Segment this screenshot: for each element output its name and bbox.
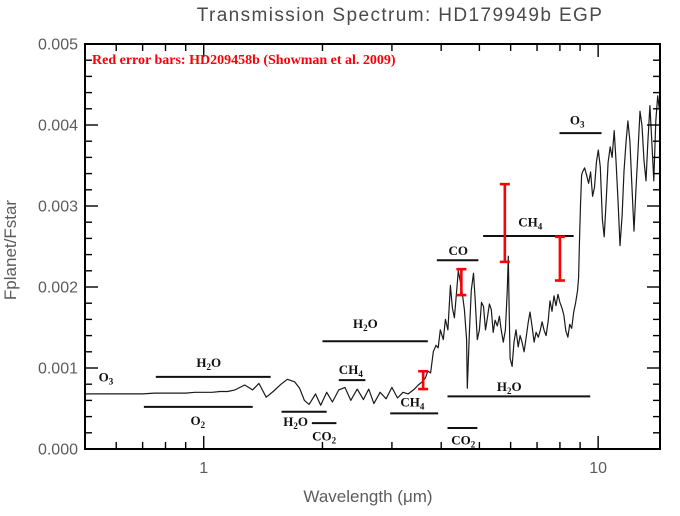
plot-title: Transmission Spectrum: HD179949b EGP	[197, 5, 604, 26]
feature-label-CO: CO	[449, 243, 469, 258]
legend-annotation: Red error bars: HD209458b (Showman et al…	[92, 53, 396, 68]
feature-label-CO2: CO2	[451, 433, 476, 450]
feature-label-H2O: H2O	[196, 355, 221, 372]
feature-label-O2: O2	[190, 413, 205, 430]
y-tick-label-0: 0.000	[38, 442, 78, 459]
feature-label-CH4: CH4	[518, 215, 543, 232]
plot-frame	[84, 43, 661, 450]
feature-label-CH4: CH4	[339, 362, 364, 379]
y-tick-label-3: 0.003	[38, 199, 78, 216]
y-axis-label: Fplanet/Fstar	[1, 200, 20, 300]
feature-label-CH4: CH4	[400, 395, 425, 412]
y-tick-label-1: 0.001	[38, 361, 78, 378]
feature-label-CO2: CO2	[312, 429, 337, 446]
feature-label-O3: O3	[570, 113, 585, 130]
y-tick-label-4: 0.004	[38, 118, 78, 135]
x-tick-label-10: 10	[589, 460, 607, 477]
spectrum-line	[85, 95, 660, 406]
feature-label-H2O: H2O	[353, 316, 378, 333]
x-tick-label-1: 1	[199, 460, 208, 477]
x-axis-label: Wavelength (μm)	[303, 487, 432, 506]
feature-label-H2O: H2O	[497, 379, 522, 396]
y-tick-label-5: 0.005	[38, 37, 78, 54]
y-tick-label-2: 0.002	[38, 280, 78, 297]
feature-label-H2O: H2O	[283, 414, 308, 431]
feature-label-O3: O3	[99, 369, 114, 386]
